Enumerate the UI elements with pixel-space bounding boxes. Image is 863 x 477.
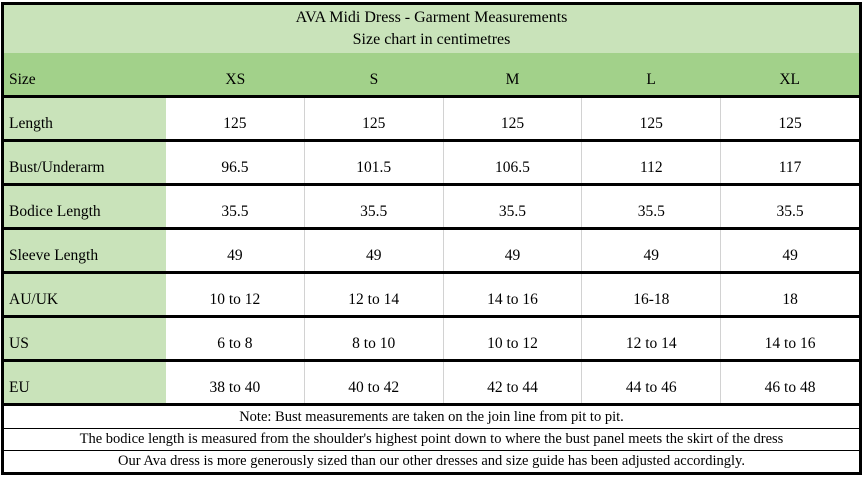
measurement-cell: 44 to 46 xyxy=(581,362,721,403)
measurement-cell: 49 xyxy=(442,230,582,271)
measurement-cell: 106.5 xyxy=(442,142,582,183)
measurement-cell: 125 xyxy=(166,98,304,139)
note-row-bodice: The bodice length is measured from the s… xyxy=(4,428,859,450)
table-title-block: AVA Midi Dress - Garment Measurements Si… xyxy=(4,5,859,53)
measurement-cell: 10 to 12 xyxy=(166,274,304,315)
row-label: US xyxy=(4,318,166,359)
note-row-bust: Note: Bust measurements are taken on the… xyxy=(4,406,859,428)
measurement-cell: 40 to 42 xyxy=(303,362,443,403)
size-header-row: Size XS S M L XL xyxy=(4,53,859,98)
measurement-cell: 49 xyxy=(581,230,721,271)
measurement-cell: 35.5 xyxy=(581,186,721,227)
row-label: Bust/Underarm xyxy=(4,142,166,183)
measurement-cell: 14 to 16 xyxy=(720,318,859,359)
row-label: AU/UK xyxy=(4,274,166,315)
measurement-cell: 12 to 14 xyxy=(581,318,721,359)
measurement-cell: 35.5 xyxy=(720,186,859,227)
measurement-cell: 46 to 48 xyxy=(720,362,859,403)
table-row-au-uk: AU/UK 10 to 12 12 to 14 14 to 16 16-18 1… xyxy=(4,274,859,318)
table-subtitle: Size chart in centimetres xyxy=(352,30,511,48)
measurement-cell: 112 xyxy=(581,142,721,183)
size-header-label: Size xyxy=(9,70,36,88)
note-row-sizing: Our Ava dress is more generously sized t… xyxy=(4,450,859,472)
row-label: Length xyxy=(4,98,166,139)
measurement-cell: 42 to 44 xyxy=(442,362,582,403)
column-header-s: S xyxy=(369,70,379,88)
table-title: AVA Midi Dress - Garment Measurements xyxy=(295,9,568,27)
measurement-cell: 101.5 xyxy=(303,142,443,183)
measurement-cell: 117 xyxy=(720,142,859,183)
column-header-xs: XS xyxy=(225,70,246,88)
measurement-cell: 125 xyxy=(581,98,721,139)
measurement-cell: 49 xyxy=(720,230,859,271)
measurement-cell: 12 to 14 xyxy=(303,274,443,315)
row-label: Bodice Length xyxy=(4,186,166,227)
measurement-cell: 38 to 40 xyxy=(166,362,304,403)
measurement-cell: 35.5 xyxy=(442,186,582,227)
table-row-bodice-length: Bodice Length 35.5 35.5 35.5 35.5 35.5 xyxy=(4,186,859,230)
table-row-length: Length 125 125 125 125 125 xyxy=(4,98,859,142)
measurement-cell: 96.5 xyxy=(166,142,304,183)
measurement-cell: 14 to 16 xyxy=(442,274,582,315)
row-label: EU xyxy=(4,362,166,403)
column-header-l: L xyxy=(646,70,656,88)
table-row-eu: EU 38 to 40 40 to 42 42 to 44 44 to 46 4… xyxy=(4,362,859,406)
column-header-xl: XL xyxy=(779,70,800,88)
measurement-cell: 49 xyxy=(303,230,443,271)
measurement-cell: 35.5 xyxy=(303,186,443,227)
measurement-cell: 49 xyxy=(166,230,304,271)
column-header-m: M xyxy=(505,70,520,88)
table-row-us: US 6 to 8 8 to 10 10 to 12 12 to 14 14 t… xyxy=(4,318,859,362)
measurement-cell: 125 xyxy=(303,98,443,139)
measurement-cell: 125 xyxy=(720,98,859,139)
measurement-cell: 6 to 8 xyxy=(166,318,304,359)
row-label: Sleeve Length xyxy=(4,230,166,271)
table-row-sleeve-length: Sleeve Length 49 49 49 49 49 xyxy=(4,230,859,274)
measurement-cell: 16-18 xyxy=(581,274,721,315)
measurement-cell: 18 xyxy=(720,274,859,315)
table-row-bust-underarm: Bust/Underarm 96.5 101.5 106.5 112 117 xyxy=(4,142,859,186)
measurement-cell: 8 to 10 xyxy=(303,318,443,359)
measurement-cell: 10 to 12 xyxy=(442,318,582,359)
measurement-cell: 35.5 xyxy=(166,186,304,227)
measurement-cell: 125 xyxy=(442,98,582,139)
